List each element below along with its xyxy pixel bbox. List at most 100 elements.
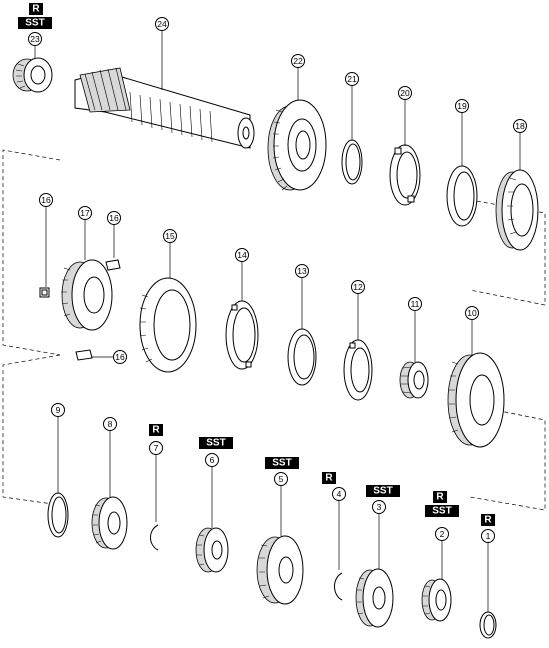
part-11-needle-bearing <box>399 361 429 399</box>
callout-2: 2 <box>435 527 449 541</box>
svg-text:22: 22 <box>293 56 303 66</box>
part-21-snap-ring <box>341 139 363 185</box>
callout-20: 20 <box>398 86 412 100</box>
callout-3: 3 <box>372 500 386 514</box>
svg-text:16: 16 <box>115 352 125 362</box>
svg-text:6: 6 <box>210 455 215 465</box>
svg-text:8: 8 <box>108 419 113 429</box>
part-9-ring <box>47 492 69 538</box>
svg-text:20: 20 <box>400 88 410 98</box>
badge-sst-3: SST <box>366 485 400 497</box>
svg-text:9: 9 <box>56 405 61 415</box>
callout-7: 7 <box>149 441 163 455</box>
svg-text:R: R <box>484 515 492 526</box>
callout-13: 13 <box>295 264 309 278</box>
svg-text:15: 15 <box>165 231 175 241</box>
svg-text:5: 5 <box>279 474 284 484</box>
part-16-key-a <box>39 287 50 298</box>
part-15-sleeve-gear <box>139 277 197 373</box>
callout-19: 19 <box>455 99 469 113</box>
svg-text:24: 24 <box>157 19 167 29</box>
svg-text:SST: SST <box>25 18 44 29</box>
part-8-gear <box>91 496 128 550</box>
part-18-clutch-hub <box>495 169 539 251</box>
part-13-ring <box>287 328 317 386</box>
callout-8: 8 <box>103 417 117 431</box>
part-16-key-b <box>105 259 121 271</box>
badge-r-1: R <box>481 514 495 526</box>
svg-text:18: 18 <box>515 121 525 131</box>
badge-sst-23: SST <box>18 17 52 29</box>
svg-text:3: 3 <box>377 502 382 512</box>
svg-text:10: 10 <box>467 308 477 318</box>
part-7-snap-ring <box>150 524 159 551</box>
svg-text:R: R <box>152 425 160 436</box>
badge-r-7: R <box>149 424 163 436</box>
svg-text:R: R <box>436 492 444 503</box>
callout-18: 18 <box>513 119 527 133</box>
leader-lines <box>34 31 521 612</box>
part-5-gear <box>256 535 304 605</box>
svg-text:7: 7 <box>154 443 159 453</box>
callout-22: 22 <box>291 54 305 68</box>
svg-text:23: 23 <box>30 34 40 44</box>
svg-text:17: 17 <box>80 208 90 218</box>
callout-9: 9 <box>51 403 65 417</box>
part-3-gear <box>355 568 394 628</box>
part-19-ring <box>446 165 478 227</box>
svg-text:R: R <box>32 4 40 15</box>
part-22-gear <box>267 99 327 191</box>
badge-sst-5: SST <box>265 457 299 469</box>
svg-text:SST: SST <box>432 506 451 517</box>
part-16-key-c <box>75 349 93 361</box>
callout-11: 11 <box>408 297 422 311</box>
svg-text:1: 1 <box>486 531 491 541</box>
svg-text:11: 11 <box>411 299 420 309</box>
part-24-main-shaft <box>74 67 255 149</box>
part-14-synchro-ring <box>225 300 259 370</box>
callout-1: 1 <box>481 529 495 543</box>
part-2-bearing <box>421 578 452 622</box>
svg-text:4: 4 <box>337 489 342 499</box>
svg-text:16: 16 <box>41 195 51 205</box>
svg-text:R: R <box>325 473 333 484</box>
part-20-synchro-ring <box>389 144 421 206</box>
svg-text:SST: SST <box>272 458 291 469</box>
part-10-gear <box>447 352 505 448</box>
part-17-hub <box>61 259 113 331</box>
part-12-inner-cone <box>343 339 373 401</box>
callout-5: 5 <box>274 472 288 486</box>
callout-6: 6 <box>205 453 219 467</box>
badge-r-2: R <box>433 491 447 503</box>
callout-16-c: 16 <box>113 350 127 364</box>
callout-24: 24 <box>155 17 169 31</box>
callout-23: 23 <box>28 32 42 46</box>
svg-text:21: 21 <box>347 74 357 84</box>
svg-text:12: 12 <box>353 282 363 292</box>
part-6-gear <box>195 527 229 573</box>
callout-21: 21 <box>345 72 359 86</box>
part-23-bearing <box>12 57 53 93</box>
svg-text:SST: SST <box>206 438 225 449</box>
svg-text:2: 2 <box>440 529 445 539</box>
svg-text:16: 16 <box>109 213 119 223</box>
callout-10: 10 <box>465 306 479 320</box>
callout-12: 12 <box>351 280 365 294</box>
badge-sst-2: SST <box>425 505 459 517</box>
svg-text:14: 14 <box>237 250 247 260</box>
callout-14: 14 <box>235 248 249 262</box>
callout-16-a: 16 <box>39 193 53 207</box>
svg-text:13: 13 <box>297 266 307 276</box>
svg-text:SST: SST <box>373 486 392 497</box>
callout-15: 15 <box>163 229 177 243</box>
callout-16-b: 16 <box>107 211 121 225</box>
part-4-snap-ring <box>334 572 343 601</box>
callout-4: 4 <box>332 487 346 501</box>
badge-r-23: R <box>29 3 43 15</box>
svg-text:19: 19 <box>457 101 467 111</box>
callout-17: 17 <box>78 206 92 220</box>
badge-sst-6: SST <box>199 437 233 449</box>
group-outline-bottom <box>2 354 546 511</box>
badge-r-4: R <box>322 472 336 484</box>
